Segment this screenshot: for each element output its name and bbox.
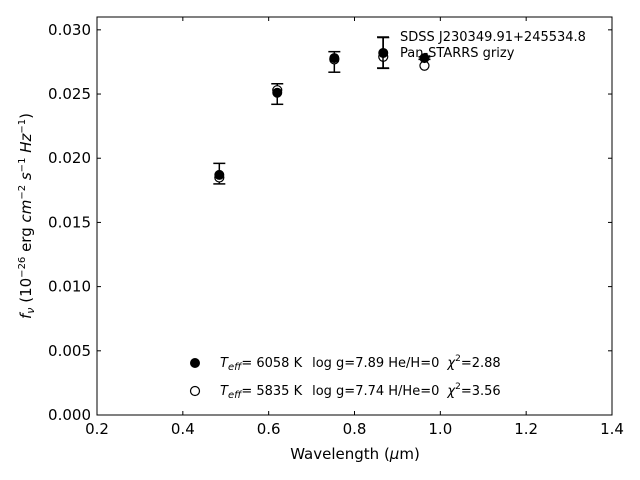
y-tick-label: 0.030: [48, 21, 91, 39]
y-tick-label: 0.000: [48, 406, 91, 424]
x-tick-label: 1.4: [600, 420, 624, 438]
legend-object-name: SDSS J230349.91+245534.8: [400, 30, 586, 45]
filled-circle-point: [214, 169, 225, 180]
x-tick-label: 0.6: [257, 420, 281, 438]
filled-circle-point: [419, 53, 430, 64]
x-tick-label: 1.0: [428, 420, 452, 438]
y-tick-label: 0.020: [48, 149, 91, 167]
y-tick-label: 0.010: [48, 278, 91, 296]
x-tick-label: 1.2: [514, 420, 538, 438]
filled-circle-point: [329, 53, 340, 64]
x-tick-label: 0.2: [85, 420, 109, 438]
x-tick-label: 0.4: [171, 420, 195, 438]
filled-circle-point: [272, 87, 283, 98]
y-axis-label: fν (10−26 erg cm−2 s−1 Hz−1): [17, 113, 37, 319]
x-axis: 0.2 0.4 0.6 0.8 1.0 1.2 1.4: [85, 17, 624, 438]
x-tick-label: 0.8: [343, 420, 367, 438]
y-axis: 0.000 0.005 0.010 0.015 0.020 0.025 0.030: [48, 21, 612, 424]
y-tick-label: 0.015: [48, 213, 91, 231]
legend-photometry-label: Pan-STARRS grizy: [400, 46, 515, 61]
model-series: [214, 47, 430, 183]
open-circle-marker: [189, 385, 201, 397]
filled-circle-marker: [190, 358, 200, 368]
x-axis-label: Wavelength (μm): [290, 445, 420, 463]
errorbar-series: [213, 36, 431, 185]
legend-errorbar-symbol: [377, 36, 389, 69]
y-tick-label: 0.025: [48, 85, 91, 103]
legend: SDSS J230349.91+245534.8 Pan-STARRS griz…: [377, 30, 586, 69]
y-tick-label: 0.005: [48, 342, 91, 360]
